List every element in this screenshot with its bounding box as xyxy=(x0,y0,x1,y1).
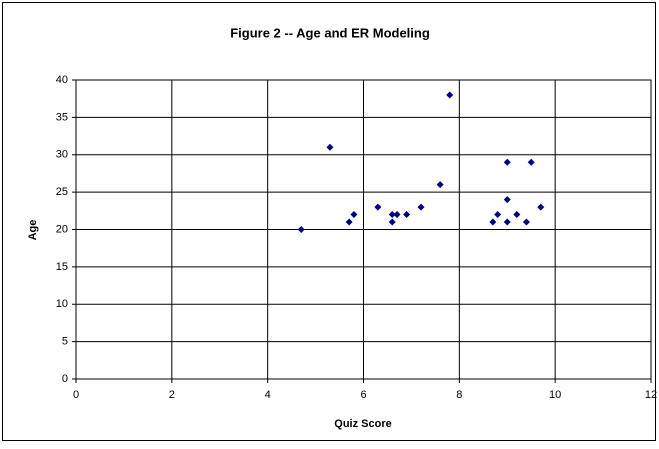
data-point xyxy=(537,203,545,211)
y-tick-label: 40 xyxy=(56,74,68,86)
data-point xyxy=(494,211,502,219)
y-tick-label: 10 xyxy=(56,298,68,310)
y-tick-label: 35 xyxy=(56,111,68,123)
y-tick-label: 15 xyxy=(56,261,68,273)
x-tick-label: 2 xyxy=(169,389,175,401)
data-point xyxy=(503,196,511,204)
data-point xyxy=(527,158,535,166)
y-tick-label: 0 xyxy=(62,373,68,385)
y-tick-label: 25 xyxy=(56,186,68,198)
data-point xyxy=(388,211,396,219)
data-point xyxy=(345,218,353,226)
data-point xyxy=(503,158,511,166)
y-axis-label: Age xyxy=(27,220,39,241)
x-tick-label: 10 xyxy=(549,389,561,401)
data-point xyxy=(374,203,382,211)
data-point xyxy=(446,91,454,99)
data-point xyxy=(388,218,396,226)
data-point xyxy=(403,211,411,219)
chart-title: Figure 2 -- Age and ER Modeling xyxy=(230,25,430,40)
data-point xyxy=(489,218,497,226)
x-tick-label: 6 xyxy=(360,389,366,401)
data-point xyxy=(297,226,305,233)
x-tick-label: 4 xyxy=(265,389,271,401)
data-point xyxy=(503,218,511,226)
y-tick-label: 30 xyxy=(56,149,68,161)
data-point xyxy=(513,211,521,219)
data-point xyxy=(350,211,358,219)
data-point xyxy=(436,181,444,189)
data-point xyxy=(522,218,530,226)
data-point xyxy=(326,143,334,151)
x-tick-label: 0 xyxy=(73,389,79,401)
x-axis-label: Quiz Score xyxy=(334,418,391,430)
y-tick-label: 5 xyxy=(62,336,68,348)
x-tick-label: 8 xyxy=(456,389,462,401)
data-point xyxy=(393,211,401,219)
y-tick-label: 20 xyxy=(56,223,68,235)
data-point xyxy=(417,203,425,211)
x-tick-label: 12 xyxy=(645,389,657,401)
